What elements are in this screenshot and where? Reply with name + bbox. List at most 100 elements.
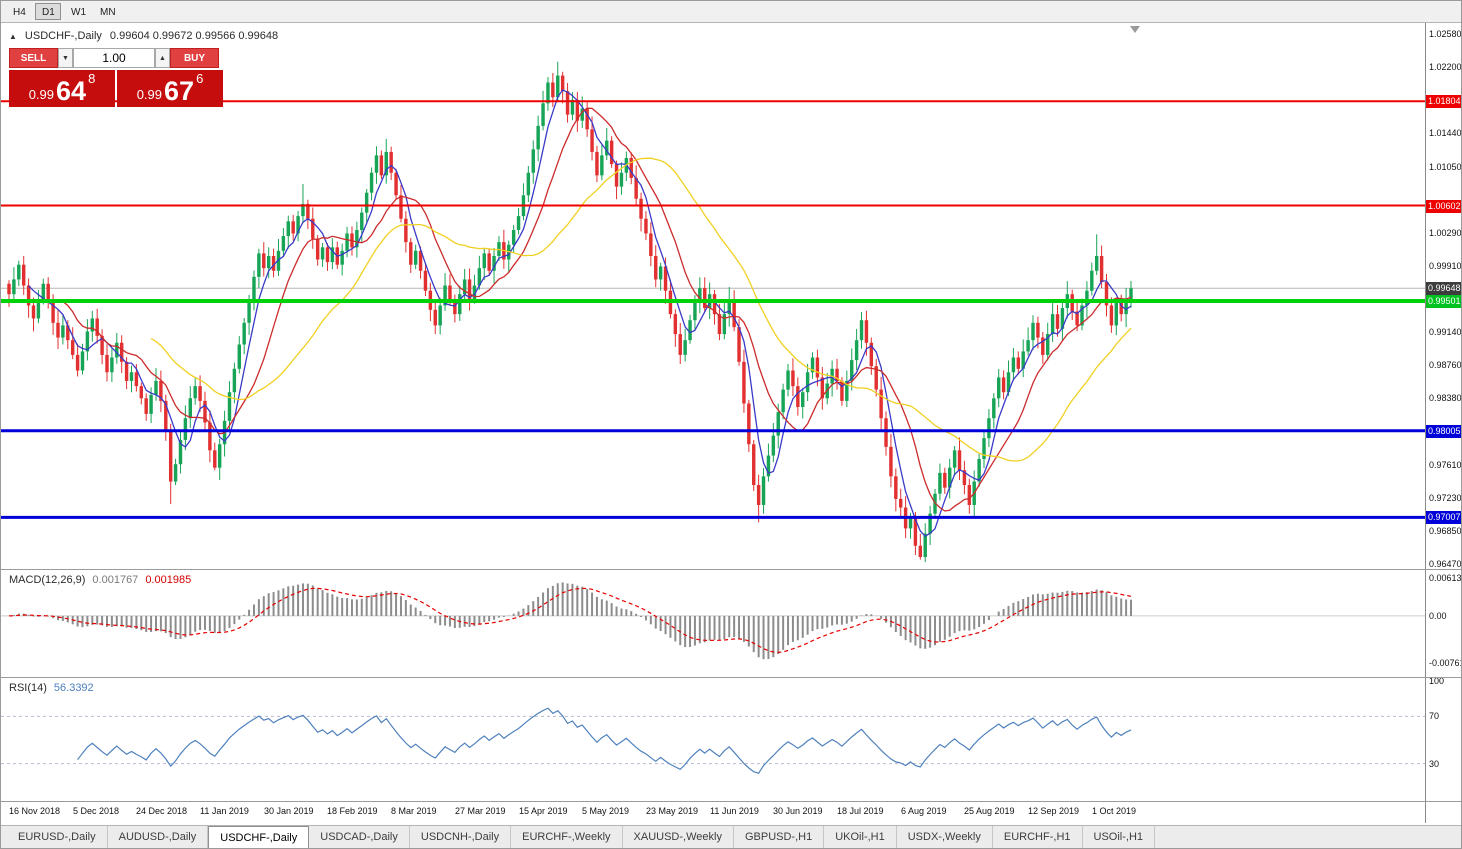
date-label: 18 Feb 2019	[327, 806, 378, 816]
sell-price-pip: 8	[88, 71, 96, 86]
rsi-indicator-header: RSI(14) 56.3392	[9, 682, 94, 694]
chart-tab-usoil-h1[interactable]: USOil-,H1	[1083, 826, 1156, 848]
candlesticks	[7, 61, 1133, 563]
timeframe-button-d1[interactable]: D1	[35, 3, 61, 20]
ma-5	[28, 89, 1132, 538]
chart-tab-usdcnh-daily[interactable]: USDCNH-,Daily	[410, 826, 512, 848]
price-chart-canvas[interactable]	[1, 23, 1425, 823]
date-label: 8 Mar 2019	[391, 806, 437, 816]
chart-symbol-label: USDCHF-,Daily	[24, 30, 102, 42]
date-label: 24 Dec 2018	[136, 806, 188, 816]
chart-tab-gbpusd-h1[interactable]: GBPUSD-,H1	[734, 826, 825, 848]
sell-button[interactable]: SELL	[9, 48, 58, 68]
rsi-axis-label: 30	[1429, 758, 1440, 769]
chart-tab-usdchf-daily[interactable]: USDCHF-,Daily	[208, 826, 310, 848]
sell-price-main: 64	[56, 76, 87, 106]
chart-title: ▲ USDCHF-,Daily 0.99604 0.99672 0.99566 …	[9, 30, 278, 42]
buy-price-pip: 6	[196, 71, 204, 86]
one-click-trading-panel: SELL ▼ ▲ BUY 0.99 64 8 0.99 67 6	[9, 48, 227, 107]
rsi-value: 56.3392	[53, 682, 94, 694]
date-label: 1 Oct 2019	[1092, 806, 1137, 816]
date-label: 16 Nov 2018	[9, 806, 61, 816]
price-axis-label: 0.97610	[1429, 460, 1462, 471]
chart-tab-bar: EURUSD-,Daily AUDUSD-,Daily USDCHF-,Daily U…	[1, 825, 1461, 848]
chart-tab-eurusd-daily[interactable]: EURUSD-,Daily	[7, 826, 108, 848]
price-marker-0.99501: 0.99501	[1426, 295, 1461, 309]
date-label: 27 Mar 2019	[455, 806, 506, 816]
macd-main-value: 0.001767	[92, 574, 139, 586]
macd-signal-value: 0.001985	[145, 574, 192, 586]
price-axis-label: 0.96850	[1429, 526, 1462, 536]
right-shift-marker-icon[interactable]	[1130, 26, 1140, 33]
date-axis[interactable]: 16 Nov 2018 5 Dec 2018 24 Dec 2018 11 Jan 2…	[1, 802, 1425, 823]
chart-tab-ukoil-h1[interactable]: UKOil-,H1	[824, 826, 897, 848]
macd-axis-label: 0.00613	[1429, 573, 1462, 583]
date-label: 25 Aug 2019	[964, 806, 1015, 816]
chart-tab-eurchf-h1[interactable]: EURCHF-,H1	[993, 826, 1083, 848]
price-marker-0.97007: 0.97007	[1426, 511, 1461, 525]
price-axis-label: 1.02580	[1429, 28, 1462, 39]
volume-decrease-button[interactable]: ▼	[58, 48, 73, 68]
date-label: 18 Jul 2019	[837, 806, 884, 816]
timeframe-button-h4[interactable]: H4	[6, 3, 32, 20]
macd-signal-line	[8, 587, 1132, 654]
date-label: 12 Sep 2019	[1028, 806, 1080, 816]
price-axis-label: 1.01050	[1429, 161, 1462, 172]
price-axis-label: 1.01440	[1429, 127, 1462, 138]
price-marker-0.98005: 0.98005	[1426, 424, 1461, 438]
buy-price-main: 67	[164, 76, 195, 106]
date-label: 5 Dec 2018	[73, 806, 120, 816]
buy-button[interactable]: BUY	[170, 48, 219, 68]
period-toolbar: H4 D1 W1 MN	[1, 1, 1461, 23]
timeframe-button-mn[interactable]: MN	[93, 3, 119, 20]
chart-tab-eurchf-weekly[interactable]: EURCHF-,Weekly	[511, 826, 623, 848]
date-label: 30 Jan 2019	[264, 806, 314, 816]
date-label: 30 Jun 2019	[773, 806, 823, 816]
chart-tab-usdcad-daily[interactable]: USDCAD-,Daily	[309, 826, 410, 848]
date-axis-separator	[1, 801, 1461, 802]
sell-price-display[interactable]: 0.99 64 8	[9, 70, 115, 107]
rsi-axis-label: 70	[1429, 711, 1440, 722]
price-axis-label: 0.98380	[1429, 393, 1462, 404]
date-label: 11 Jun 2019	[710, 806, 759, 816]
macd-axis-label: -0.00761	[1429, 658, 1462, 668]
volume-increase-button[interactable]: ▲	[155, 48, 170, 68]
rsi-name-label: RSI(14)	[9, 682, 47, 694]
price-axis-label: 0.99140	[1429, 327, 1462, 338]
macd-name-label: MACD(12,26,9)	[9, 574, 86, 586]
rsi-panel-separator[interactable]	[1, 677, 1461, 678]
macd-histogram	[12, 582, 1132, 660]
buy-price-prefix: 0.99	[136, 87, 163, 102]
chart-tab-xauusd-weekly[interactable]: XAUUSD-,Weekly	[623, 826, 734, 848]
macd-panel-separator[interactable]	[1, 569, 1461, 570]
date-label: 5 May 2019	[582, 806, 630, 816]
chart-tab-audusd-daily[interactable]: AUDUSD-,Daily	[108, 826, 209, 848]
price-marker-1.00602: 1.00602	[1426, 199, 1461, 213]
volume-input[interactable]	[73, 48, 155, 68]
macd-indicator-header: MACD(12,26,9) 0.001767 0.001985	[9, 574, 191, 586]
price-axis-label: 0.97230	[1429, 493, 1462, 504]
chart-tab-usdx-weekly[interactable]: USDX-,Weekly	[897, 826, 993, 848]
ma-12	[62, 107, 1132, 512]
chart-area[interactable]: ▲ USDCHF-,Daily 0.99604 0.99672 0.99566 …	[1, 23, 1462, 825]
price-axis-label: 1.02200	[1429, 61, 1462, 72]
date-label: 11 Jan 2019	[200, 806, 249, 816]
price-axis-label: 0.99910	[1429, 260, 1462, 271]
price-marker-0.99648: 0.99648	[1426, 282, 1461, 296]
price-axis-label: 0.98760	[1429, 360, 1462, 371]
date-label: 6 Aug 2019	[901, 806, 947, 816]
macd-axis-label: 0.00	[1429, 610, 1447, 621]
rsi-axis-label: 100	[1429, 676, 1445, 686]
price-marker-1.01804: 1.01804	[1426, 95, 1461, 109]
sell-price-prefix: 0.99	[28, 87, 55, 102]
price-axis[interactable]: 1.02580 1.02200 1.01440 1.01050 1.00290 0.999…	[1425, 23, 1462, 823]
timeframe-button-w1[interactable]: W1	[64, 3, 90, 20]
date-label: 15 Apr 2019	[519, 806, 568, 816]
price-axis-label: 1.00290	[1429, 227, 1462, 238]
chart-ohlc-values: 0.99604 0.99672 0.99566 0.99648	[109, 30, 279, 42]
ma-30	[150, 157, 1132, 462]
price-axis-label: 0.96470	[1429, 558, 1462, 569]
buy-price-display[interactable]: 0.99 67 6	[117, 70, 223, 107]
collapse-panel-icon[interactable]: ▲	[9, 31, 17, 41]
